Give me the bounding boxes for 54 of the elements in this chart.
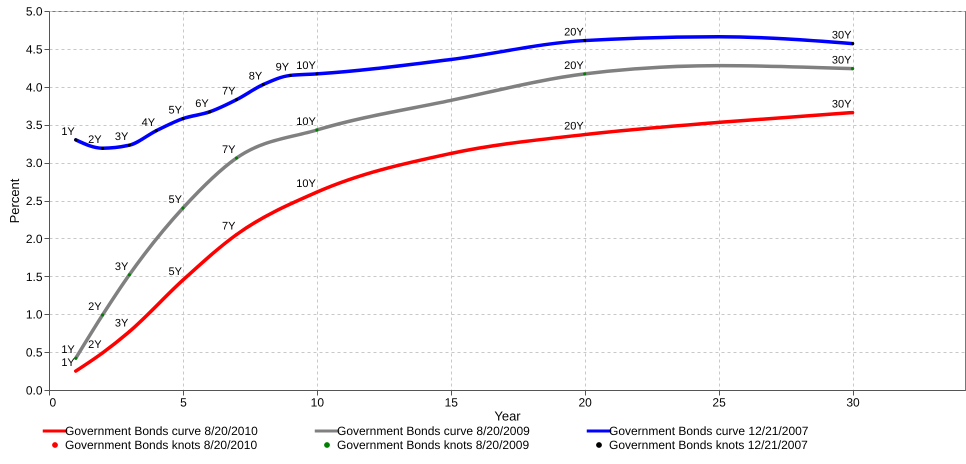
- annotation: 9Y: [276, 61, 290, 74]
- x-tick-label: 0: [50, 396, 56, 410]
- y-tick-label: 2.5: [26, 194, 43, 208]
- y-tick-label: 5.0: [26, 4, 43, 18]
- annotation: 10Y: [296, 178, 316, 190]
- x-tick-label: 30: [846, 396, 860, 410]
- annotation: 1Y: [61, 357, 76, 370]
- annotation: 30Y: [832, 98, 852, 111]
- annotation: 30Y: [832, 54, 852, 67]
- y-tick-label: 3.0: [26, 156, 43, 170]
- legend-label: Government Bonds curve 12/21/2007: [609, 424, 809, 438]
- annotation: 7Y: [222, 86, 236, 98]
- x-tick-label: 25: [712, 396, 726, 410]
- annotation: 7Y: [222, 144, 236, 156]
- y-tick-label: 2.0: [26, 232, 43, 246]
- annotation: 2Y: [88, 338, 102, 351]
- y-tick-label: 0.0: [26, 384, 43, 398]
- annotation: 30Y: [832, 30, 852, 42]
- y-tick-label: 3.5: [26, 118, 43, 132]
- annotation: 6Y: [195, 98, 210, 110]
- legend-label: Government Bonds knots 8/20/2009: [337, 438, 530, 452]
- legend-label: Government Bonds curve 8/20/2009: [337, 424, 530, 438]
- annotation: 20Y: [564, 26, 584, 39]
- y-axis-title: Percent: [6, 178, 22, 224]
- annotation: 20Y: [564, 120, 584, 133]
- annotation: 5Y: [168, 266, 183, 278]
- annotation: 1Y: [61, 126, 76, 138]
- annotation: 8Y: [248, 70, 263, 83]
- annotation: 7Y: [222, 220, 236, 233]
- annotation: 2Y: [88, 134, 102, 146]
- y-tick-label: 1.5: [26, 270, 43, 284]
- annotation: 2Y: [88, 300, 102, 313]
- legend-label: Government Bonds knots 12/21/2007: [609, 438, 808, 452]
- y-tick-label: 0.5: [26, 346, 43, 360]
- y-tick-label: 4.5: [26, 42, 43, 56]
- x-tick-label: 15: [444, 396, 458, 410]
- annotation: 4Y: [142, 116, 156, 129]
- annotation: 5Y: [168, 194, 183, 206]
- annotation: 3Y: [114, 318, 129, 330]
- legend-label: Government Bonds knots 8/20/2010: [65, 438, 258, 452]
- annotation: 10Y: [296, 60, 316, 72]
- annotation: 5Y: [168, 104, 183, 117]
- x-axis-title: Year: [494, 408, 522, 424]
- x-tick-label: 10: [310, 396, 324, 410]
- y-tick-label: 4.0: [26, 80, 43, 94]
- annotation: 3Y: [114, 131, 129, 144]
- annotation: 1Y: [61, 344, 76, 356]
- annotation: 10Y: [296, 116, 316, 128]
- x-tick-label: 5: [180, 396, 188, 410]
- y-tick-label: 1.0: [26, 308, 43, 322]
- x-tick-label: 20: [578, 396, 592, 410]
- annotation: 20Y: [564, 60, 584, 72]
- legend-label: Government Bonds curve 8/20/2010: [65, 424, 258, 438]
- annotation: 3Y: [114, 260, 129, 273]
